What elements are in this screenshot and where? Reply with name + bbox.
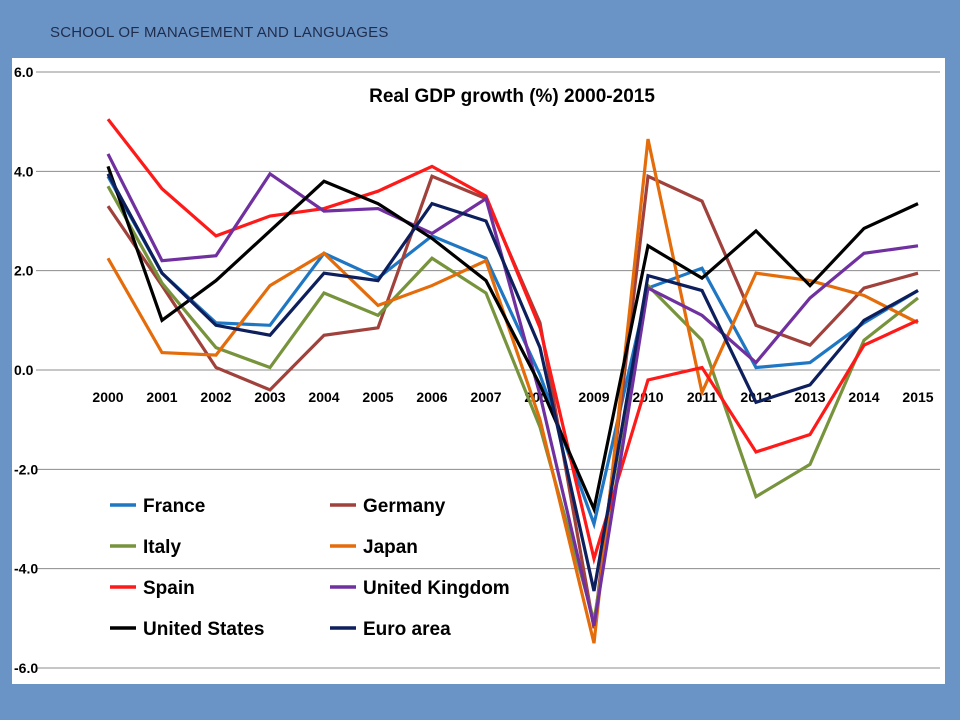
chart-title: Real GDP growth (%) 2000-2015: [369, 86, 655, 107]
y-tick-labels: 6.0 4.0 2.0 0.0 -2.0 -4.0 -6.0: [14, 64, 38, 676]
x-tick-label: 2001: [146, 389, 177, 405]
x-tick-label: 2003: [254, 389, 285, 405]
y-tick-label: 6.0: [14, 64, 34, 80]
y-tick-label: 0.0: [14, 362, 34, 378]
x-tick-label: 2015: [902, 389, 933, 405]
legend-label: Spain: [143, 578, 195, 599]
series-line-spain: [106, 118, 919, 565]
series-line-united-states: [106, 165, 919, 515]
series-line-united-kingdom: [106, 153, 919, 627]
legend-label: France: [143, 496, 205, 517]
series-line-japan: [106, 138, 919, 644]
x-tick-label: 2007: [470, 389, 501, 405]
x-tick-label: 2000: [92, 389, 123, 405]
legend-label: Germany: [363, 496, 446, 517]
y-tick-label: -4.0: [14, 561, 38, 577]
x-tick-label: 2005: [362, 389, 393, 405]
y-tick-label: -2.0: [14, 461, 38, 477]
series-layer: [106, 118, 919, 644]
x-tick-label: 2006: [416, 389, 447, 405]
x-tick-label: 2011: [687, 389, 718, 405]
x-tick-label: 2002: [200, 389, 231, 405]
legend-label: United Kingdom: [363, 578, 510, 599]
x-tick-labels: 2000 2001 2002 2003 2004 2005 2006 2007 2008 2009…: [92, 389, 933, 405]
x-tick-label: 2009: [578, 389, 609, 405]
gdp-line-chart: 6.0 4.0 2.0 0.0 -2.0 -4.0 -6.0 2000 2001 2002 200…: [14, 64, 940, 676]
y-tick-label: 2.0: [14, 263, 34, 279]
legend-label: Italy: [143, 537, 181, 558]
y-tick-label: -6.0: [14, 660, 38, 676]
x-tick-label: 2013: [794, 389, 825, 405]
x-tick-label: 2014: [848, 389, 879, 405]
legend-label: United States: [143, 619, 264, 640]
series-line-italy: [106, 185, 919, 622]
legend-label: Euro area: [363, 619, 451, 640]
legend: France Germany Italy Japan Spain United Kingd…: [110, 496, 510, 640]
chart-area: 6.0 4.0 2.0 0.0 -2.0 -4.0 -6.0 2000 2001 2002 200…: [12, 58, 945, 684]
legend-label: Japan: [363, 537, 418, 558]
series-line-france: [106, 175, 919, 530]
series-line-euro-area: [106, 173, 919, 592]
x-tick-label: 2010: [632, 389, 663, 405]
header-text: SCHOOL OF MANAGEMENT AND LANGUAGES: [50, 24, 389, 41]
x-tick-label: 2004: [308, 389, 339, 405]
y-tick-label: 4.0: [14, 163, 34, 179]
